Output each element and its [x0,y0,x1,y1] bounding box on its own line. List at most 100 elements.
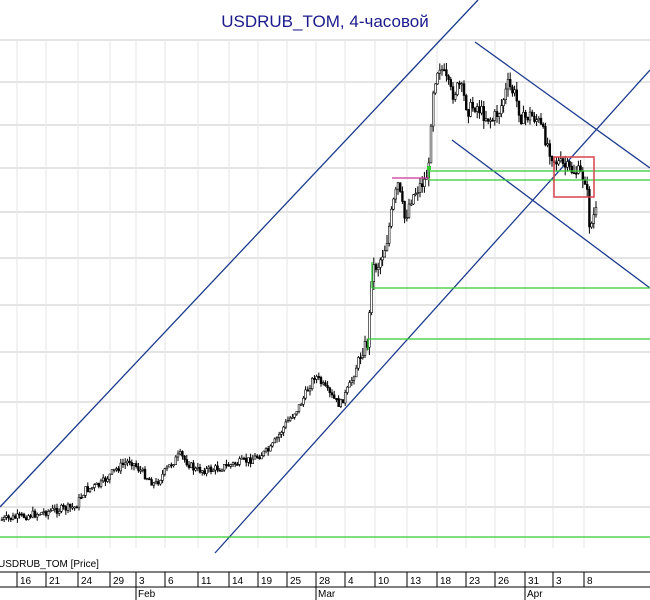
x-tick-label: 25 [290,576,302,587]
candle-body [29,515,32,518]
candle-body [405,217,408,220]
candle-body [183,455,186,460]
candle-body [409,203,413,206]
month-label: Apr [527,589,543,600]
candle-body [234,462,237,465]
candle-body [40,511,43,515]
candle-body [273,438,276,444]
candle-body [434,83,437,94]
candle-body [414,193,417,196]
candle-body [2,516,6,520]
candle-body [117,468,120,472]
candle-body [16,513,19,519]
candle-body [137,466,140,471]
candle-body [128,460,131,463]
candle-body [64,506,68,511]
candle-body [9,517,12,520]
candle-body [570,165,574,173]
candle-body [150,479,153,486]
candle-body [315,376,318,380]
gridlines [0,39,650,548]
candle-body [500,105,503,114]
candle-body [486,118,490,122]
candle-body [328,387,331,393]
candle-body [464,95,468,110]
candle-body [458,82,461,85]
candle-body [574,172,578,175]
candle-body [317,376,320,378]
candle-body [249,457,252,464]
x-tick-label: 3 [556,576,562,587]
candle-body [7,515,10,519]
candle-body [212,469,215,473]
candle-body [126,460,129,464]
candle-body [139,469,142,472]
candle-body [207,466,210,470]
candle-body [341,399,345,404]
candle-body [297,404,301,412]
candle-body [218,469,221,472]
candle-body [528,111,532,121]
candle-body [165,466,169,469]
candle-body [51,508,54,511]
candle-body [179,451,182,455]
candle-body [563,163,567,168]
candle-body [497,113,501,117]
candle-body [95,482,98,486]
candle-body [508,79,512,88]
candle-body [493,111,496,121]
candle-body [62,504,65,507]
candle-body [293,413,296,418]
candle-body [141,468,144,471]
candle-body [535,119,538,122]
candle-body [585,184,589,190]
candle-body [163,468,166,475]
candle-body [27,515,30,520]
candle-body [361,355,364,359]
candle-body [581,170,585,181]
trend-channel-line [0,0,479,508]
candle-body [0,519,4,522]
candle-body [93,484,96,488]
candle-body [546,143,549,146]
candle-body [71,506,74,509]
x-tick-label: 16 [20,576,32,587]
candle-body [247,457,250,463]
candle-body [561,158,565,164]
candle-body [385,243,389,251]
candle-body [357,357,360,369]
candle-body [299,404,303,406]
candle-body [321,382,325,385]
candle-body [220,469,224,472]
candle-body [506,79,510,90]
candle-body [462,83,466,96]
candle-body [346,386,349,393]
candle-body [484,118,488,121]
x-axis: 16 21 24 29 3 6 11 14 19 25 28 4 10 13 18 23 26 31 3 8 Feb Ma… [0,571,650,600]
candle-body [491,119,494,122]
candle-body [60,504,63,512]
candle-body [24,517,28,520]
candle-body [379,259,382,268]
candle-body [407,203,411,218]
candle-body [288,417,292,421]
candle-body [18,513,21,516]
candle-body [170,464,173,467]
candle-body [319,377,323,384]
candle-body [102,477,105,482]
candle-body [181,451,184,457]
candle-body [77,497,81,508]
candle-body [5,515,8,518]
candle-body [376,267,380,270]
candle-body [541,123,545,127]
x-tick-label: 10 [378,576,390,587]
candle-body [420,183,424,187]
trend-channel-line [474,41,650,169]
price-candles [0,63,598,523]
candle-body [88,487,92,492]
x-tick-label: 14 [232,576,244,587]
candle-body [352,376,356,381]
candle-body [550,156,554,162]
candle-body [242,457,246,460]
candle-body [119,462,123,472]
